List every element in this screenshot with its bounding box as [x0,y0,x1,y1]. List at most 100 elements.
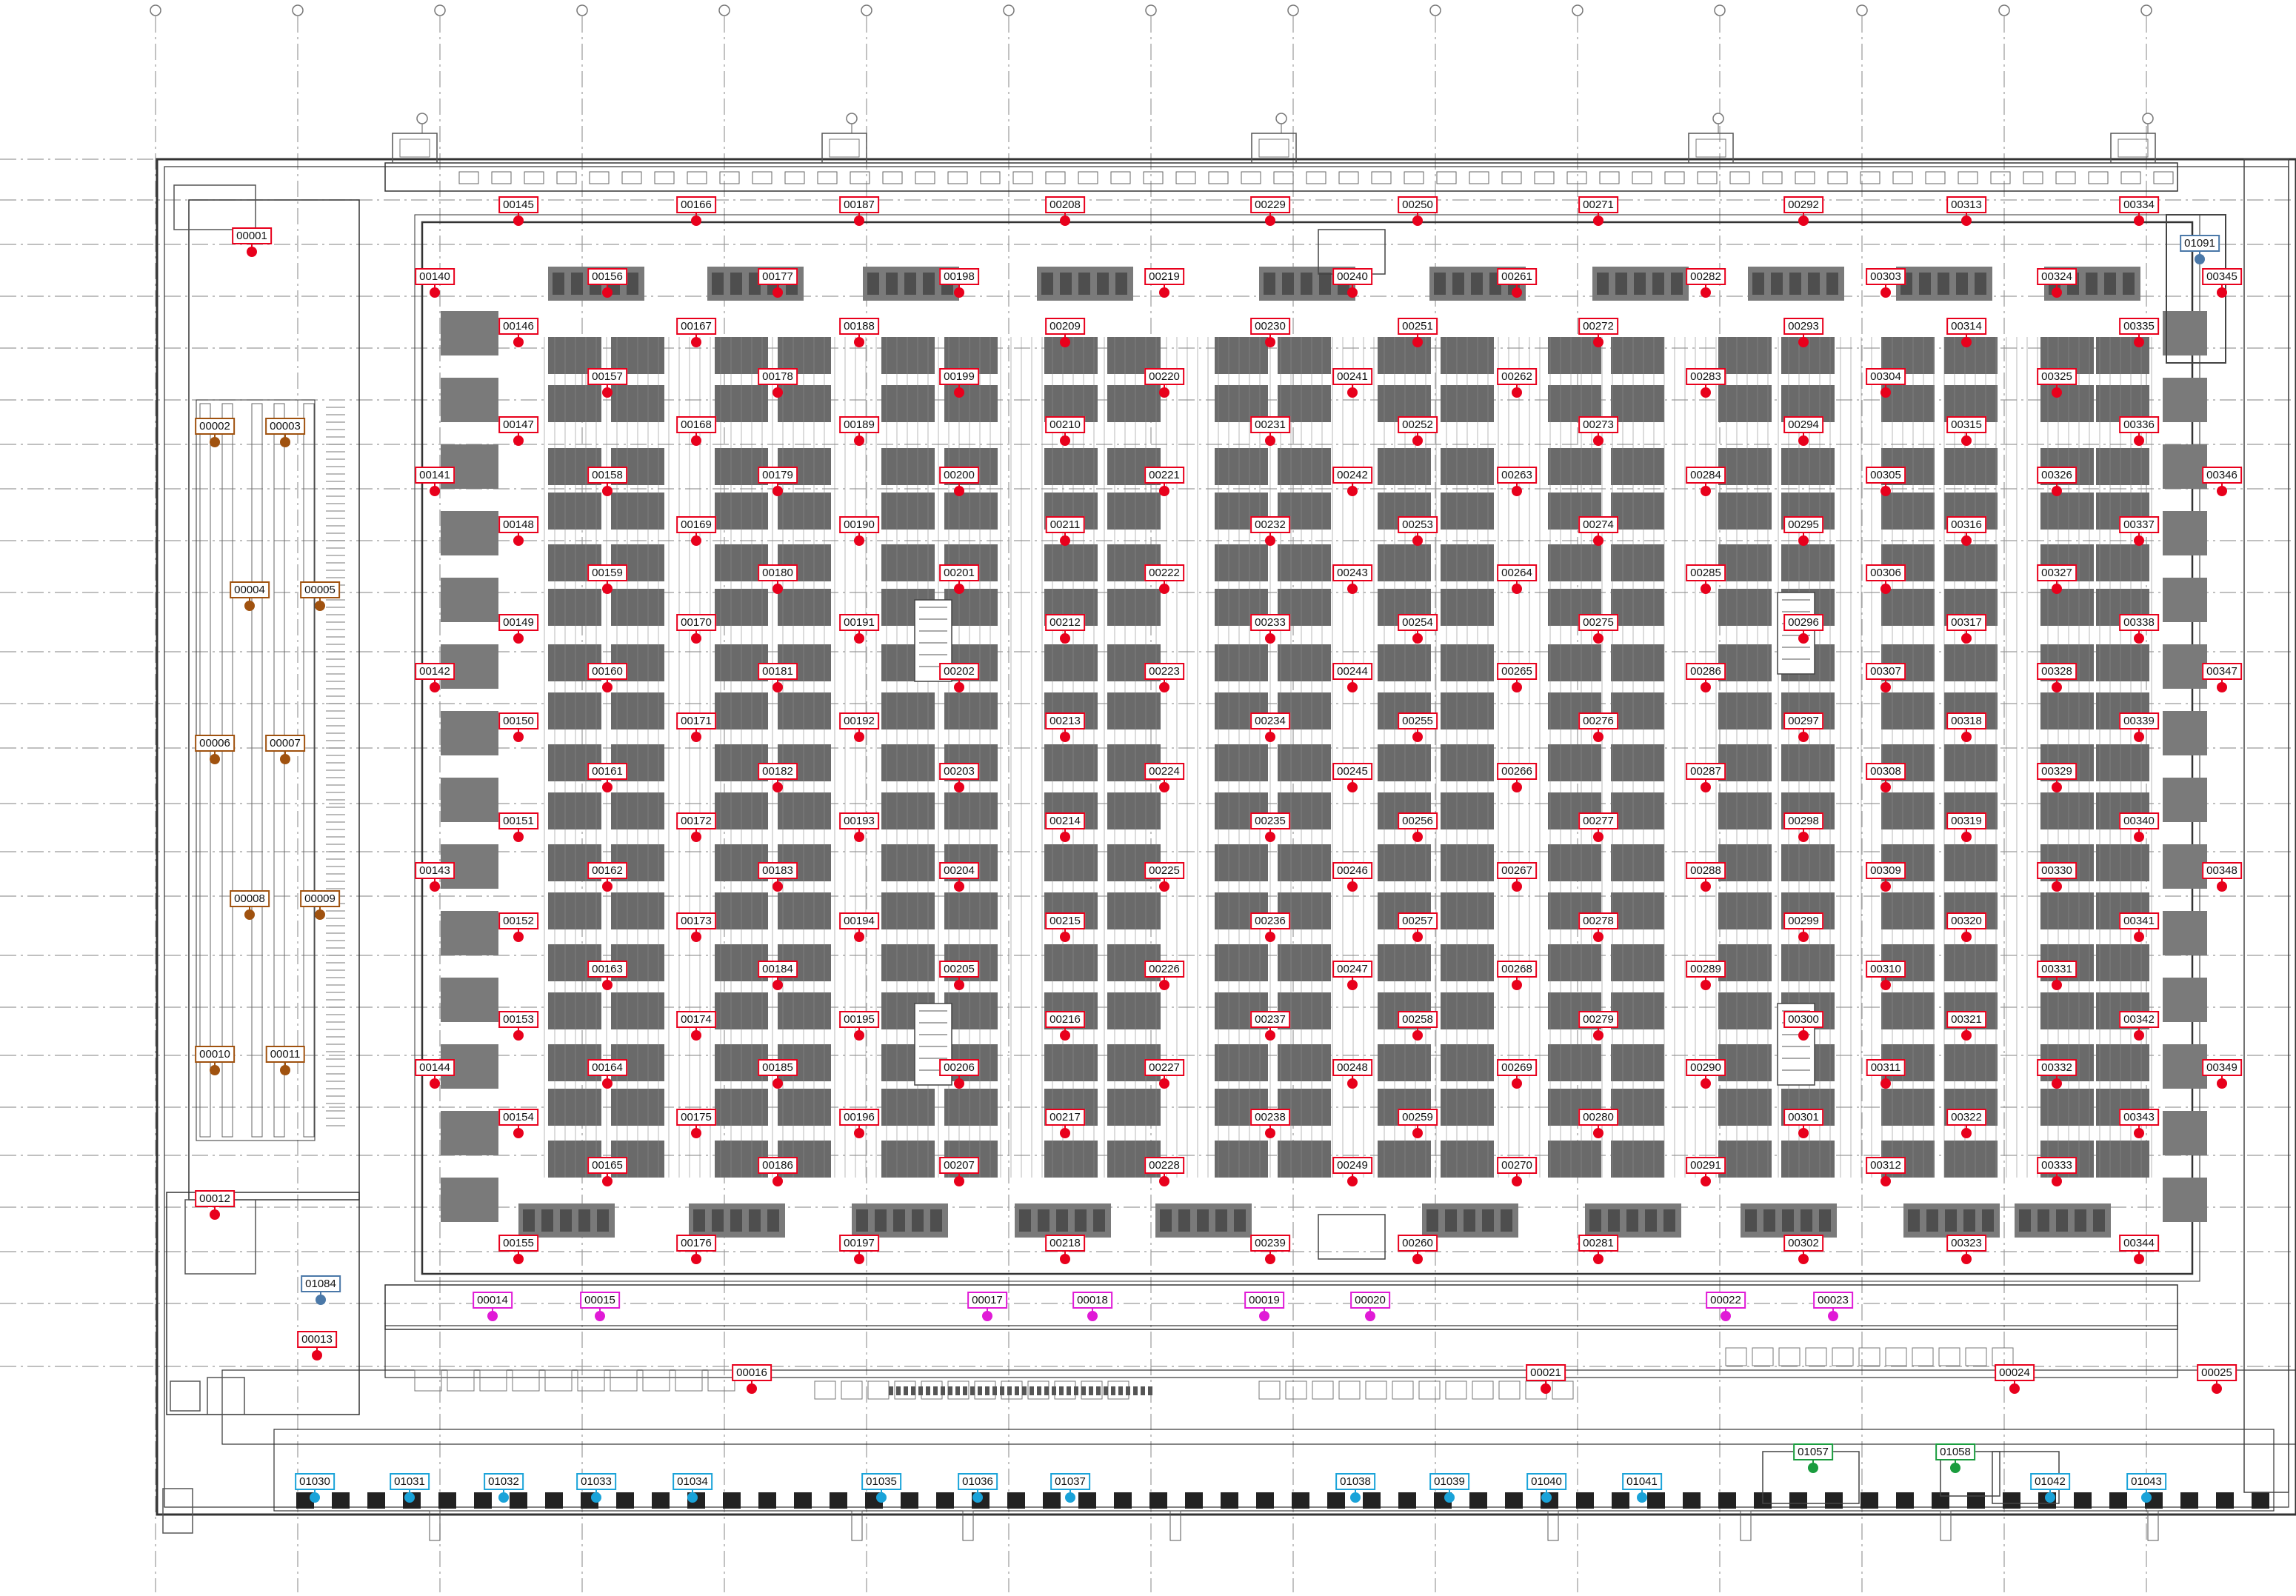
marker-dot[interactable] [772,980,783,990]
marker-dot[interactable] [954,682,964,692]
marker-dot[interactable] [312,1350,322,1360]
marker-dot[interactable] [691,216,701,226]
marker-dot[interactable] [1701,287,1711,298]
marker-dot[interactable] [280,754,290,764]
marker-dot[interactable] [2052,1176,2062,1186]
marker-dot[interactable] [2217,881,2227,892]
marker-dot[interactable] [1798,732,1809,742]
marker-dot[interactable] [1798,633,1809,644]
marker-dot[interactable] [1961,435,1972,446]
marker-dot[interactable] [1347,287,1358,298]
marker-dot[interactable] [1159,682,1169,692]
marker-dot[interactable] [1593,732,1603,742]
marker-dot[interactable] [1512,782,1522,792]
marker-dot[interactable] [1880,486,1891,496]
marker-dot[interactable] [772,682,783,692]
marker-dot[interactable] [280,1065,290,1075]
marker-dot[interactable] [1961,1128,1972,1138]
marker-dot[interactable] [210,437,220,447]
marker-dot[interactable] [1701,881,1711,892]
marker-dot[interactable] [1060,337,1070,347]
marker-dot[interactable] [498,1492,509,1503]
marker-dot[interactable] [315,909,325,920]
marker-dot[interactable] [2052,1078,2062,1089]
marker-dot[interactable] [1412,732,1423,742]
marker-dot[interactable] [1798,1030,1809,1041]
marker-dot[interactable] [2052,682,2062,692]
marker-dot[interactable] [513,337,524,347]
marker-dot[interactable] [2134,216,2144,226]
marker-dot[interactable] [691,1128,701,1138]
marker-dot[interactable] [2052,782,2062,792]
marker-dot[interactable] [972,1492,983,1503]
marker-dot[interactable] [1880,980,1891,990]
marker-dot[interactable] [1961,1254,1972,1264]
marker-dot[interactable] [772,287,783,298]
marker-dot[interactable] [1701,682,1711,692]
marker-dot[interactable] [772,782,783,792]
marker-dot[interactable] [1541,1383,1551,1394]
marker-dot[interactable] [1961,1030,1972,1041]
marker-dot[interactable] [316,1295,326,1305]
marker-dot[interactable] [1701,1078,1711,1089]
marker-dot[interactable] [1798,337,1809,347]
marker-dot[interactable] [954,881,964,892]
marker-dot[interactable] [1412,435,1423,446]
marker-dot[interactable] [876,1492,887,1503]
marker-dot[interactable] [1701,486,1711,496]
marker-dot[interactable] [513,1030,524,1041]
marker-dot[interactable] [2052,881,2062,892]
marker-dot[interactable] [244,909,255,920]
marker-dot[interactable] [1593,1128,1603,1138]
marker-dot[interactable] [691,832,701,842]
marker-dot[interactable] [1593,633,1603,644]
marker-dot[interactable] [2009,1383,2020,1394]
marker-dot[interactable] [854,216,864,226]
marker-dot[interactable] [1265,732,1275,742]
marker-dot[interactable] [1593,535,1603,546]
marker-dot[interactable] [1512,980,1522,990]
marker-dot[interactable] [2134,932,2144,942]
marker-dot[interactable] [210,1065,220,1075]
marker-dot[interactable] [602,486,613,496]
marker-dot[interactable] [2134,535,2144,546]
marker-dot[interactable] [691,932,701,942]
marker-dot[interactable] [1593,1254,1603,1264]
marker-dot[interactable] [1880,881,1891,892]
marker-dot[interactable] [854,535,864,546]
marker-dot[interactable] [691,337,701,347]
marker-dot[interactable] [1512,881,1522,892]
marker-dot[interactable] [854,337,864,347]
marker-dot[interactable] [1159,387,1169,398]
marker-dot[interactable] [430,287,440,298]
marker-dot[interactable] [1060,932,1070,942]
marker-dot[interactable] [1593,932,1603,942]
marker-dot[interactable] [1593,337,1603,347]
marker-dot[interactable] [1798,932,1809,942]
marker-dot[interactable] [1701,584,1711,594]
marker-dot[interactable] [1347,1176,1358,1186]
marker-dot[interactable] [1880,584,1891,594]
marker-dot[interactable] [430,682,440,692]
marker-dot[interactable] [2052,486,2062,496]
marker-dot[interactable] [1347,782,1358,792]
marker-dot[interactable] [1259,1311,1269,1321]
marker-dot[interactable] [1637,1492,1647,1503]
marker-dot[interactable] [2134,337,2144,347]
marker-dot[interactable] [513,216,524,226]
marker-dot[interactable] [513,435,524,446]
marker-dot[interactable] [982,1311,992,1321]
marker-dot[interactable] [1060,832,1070,842]
marker-dot[interactable] [487,1311,498,1321]
marker-dot[interactable] [1159,782,1169,792]
marker-dot[interactable] [1412,535,1423,546]
marker-dot[interactable] [1159,287,1169,298]
marker-dot[interactable] [1961,932,1972,942]
marker-dot[interactable] [2134,1128,2144,1138]
marker-dot[interactable] [404,1492,415,1503]
marker-dot[interactable] [1265,1030,1275,1041]
marker-dot[interactable] [1159,980,1169,990]
marker-dot[interactable] [854,832,864,842]
marker-dot[interactable] [513,1254,524,1264]
marker-dot[interactable] [2045,1492,2055,1503]
